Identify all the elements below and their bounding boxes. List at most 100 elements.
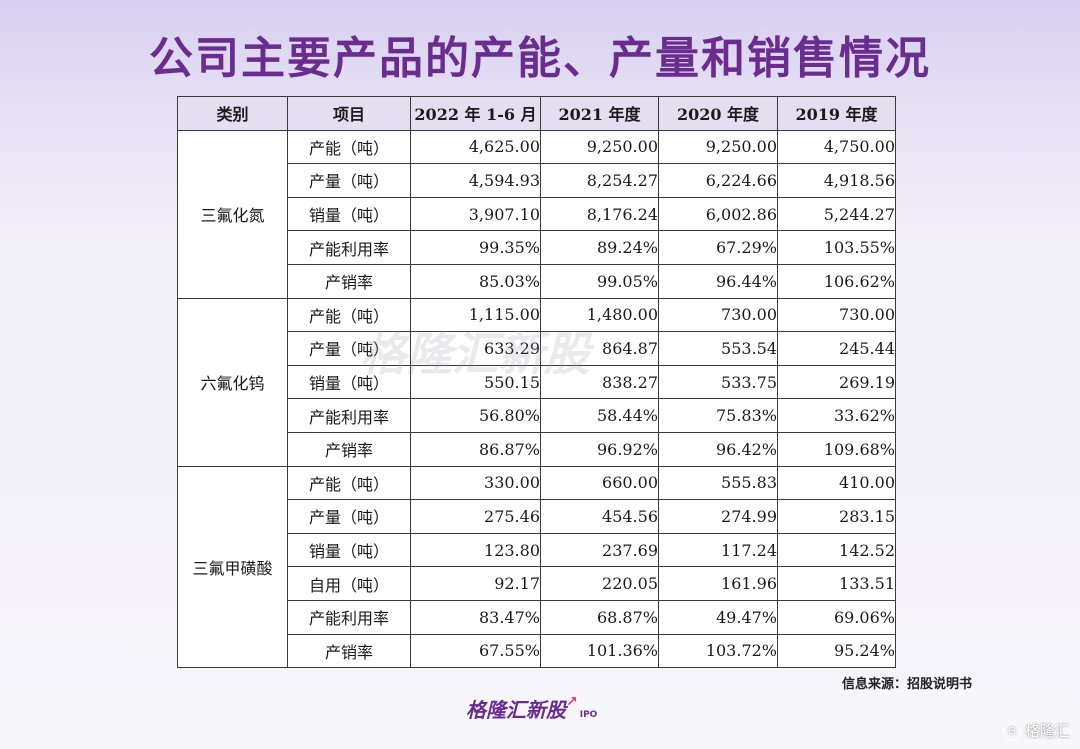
value-cell: 106.62% — [777, 263, 896, 299]
table-row: 销量（吨） 3,907.10 8,176.24 6,002.86 5,244.27 — [178, 196, 896, 232]
value-cell: 103.55% — [777, 230, 896, 265]
header-item: 项目 — [287, 96, 411, 131]
table-row: 自用（吨） 92.17 220.05 161.96 133.51 — [178, 566, 896, 601]
table-row: 产销率 85.03% 99.05% 96.44% 106.62% — [178, 263, 896, 299]
value-cell: 633.29 — [410, 331, 541, 366]
value-cell: 58.44% — [540, 398, 659, 433]
table-row: 产量（吨） 275.46 454.56 274.99 283.15 — [178, 499, 896, 534]
item-cell: 产能（吨） — [287, 129, 411, 165]
item-cell: 自用（吨） — [287, 566, 411, 601]
value-cell: 86.87% — [410, 431, 541, 467]
value-cell: 99.35% — [410, 230, 541, 265]
brand-logo: 格隆汇新股↗IPO — [466, 694, 597, 723]
value-cell: 85.03% — [410, 263, 541, 299]
value-cell: 9,250.00 — [540, 129, 659, 165]
value-cell: 5,244.27 — [777, 196, 896, 232]
header-2021: 2021 年度 — [540, 96, 659, 131]
item-cell: 产销率 — [287, 633, 411, 669]
value-cell: 33.62% — [777, 398, 896, 433]
value-cell: 103.72% — [658, 633, 778, 669]
value-cell: 4,625.00 — [410, 129, 541, 165]
value-cell: 454.56 — [540, 499, 659, 534]
value-cell: 4,918.56 — [777, 163, 896, 198]
table-row: 三氟甲磺酸 产能（吨） 330.00 660.00 555.83 410.00 — [177, 465, 896, 669]
header-2019: 2019 年度 — [777, 96, 896, 131]
value-cell: 660.00 — [540, 465, 659, 501]
value-cell: 864.87 — [540, 331, 659, 366]
table-row: 产量（吨） 633.29 864.87 553.54 245.44 — [178, 331, 896, 366]
value-cell: 4,750.00 — [777, 129, 896, 165]
item-cell: 产量（吨） — [287, 331, 411, 366]
item-cell: 产量（吨） — [287, 499, 411, 534]
table-row: 产能利用率 99.35% 89.24% 67.29% 103.55% — [178, 230, 896, 265]
table-row: 产销率 67.55% 101.36% 103.72% 95.24% — [178, 633, 896, 669]
table-body: 三氟化氮 产能（吨） 4,625.00 9,250.00 9,250.00 4,750.0… — [177, 129, 896, 669]
value-cell: 67.29% — [658, 230, 778, 265]
value-cell: 330.00 — [410, 465, 541, 501]
item-cell: 产能（吨） — [287, 297, 411, 333]
table-header-row: 类别 项目 2022 年 1-6 月 2021 年度 2020 年度 2019 … — [177, 96, 896, 131]
arrow-icon: ↗ — [566, 694, 578, 710]
table-row: 六氟化钨 产能（吨） 1,115.00 1,480.00 730.00 730.00 — [177, 297, 896, 467]
value-cell: 89.24% — [540, 230, 659, 265]
value-cell: 245.44 — [777, 331, 896, 366]
value-cell: 101.36% — [540, 633, 659, 669]
value-cell: 274.99 — [658, 499, 778, 534]
value-cell: 96.42% — [658, 431, 778, 467]
value-cell: 83.47% — [410, 599, 541, 635]
product-table: 类别 项目 2022 年 1-6 月 2021 年度 2020 年度 2019 … — [177, 96, 896, 669]
value-cell: 92.17 — [410, 566, 541, 601]
value-cell: 269.19 — [777, 364, 896, 400]
item-cell: 销量（吨） — [287, 364, 411, 400]
value-cell: 69.06% — [777, 599, 896, 635]
value-cell: 6,224.66 — [658, 163, 778, 198]
value-cell: 96.44% — [658, 263, 778, 299]
value-cell: 220.05 — [540, 566, 659, 601]
item-cell: 产能利用率 — [287, 398, 411, 433]
value-cell: 67.55% — [410, 633, 541, 669]
value-cell: 4,594.93 — [410, 163, 541, 198]
value-cell: 95.24% — [777, 633, 896, 669]
item-cell: 销量（吨） — [287, 196, 411, 232]
source-note: 信息来源：招股说明书 — [841, 677, 972, 692]
page-title: 公司主要产品的产能、产量和销售情况 — [149, 33, 931, 84]
value-cell: 553.54 — [658, 331, 778, 366]
item-cell: 产能利用率 — [287, 230, 411, 265]
category-cell: 六氟化钨 — [177, 297, 288, 467]
brand-logo-suffix: IPO — [579, 710, 598, 720]
value-cell: 99.05% — [540, 263, 659, 299]
table-row: 产量（吨） 4,594.93 8,254.27 6,224.66 4,918.56 — [178, 163, 896, 198]
header-2020: 2020 年度 — [658, 96, 778, 131]
corner-logo: G 格隆汇 — [1002, 720, 1070, 741]
item-cell: 产销率 — [287, 431, 411, 467]
value-cell: 49.47% — [658, 599, 778, 635]
corner-logo-text: 格隆汇 — [1024, 722, 1070, 740]
header-category: 类别 — [177, 96, 288, 131]
value-cell: 133.51 — [777, 566, 896, 601]
table-row: 三氟化氮 产能（吨） 4,625.00 9,250.00 9,250.00 4,750.0… — [177, 129, 896, 299]
value-cell: 237.69 — [540, 532, 659, 568]
value-cell: 75.83% — [658, 398, 778, 433]
value-cell: 1,480.00 — [540, 297, 659, 333]
item-cell: 销量（吨） — [287, 532, 411, 568]
table-row: 产能利用率 83.47% 68.87% 49.47% 69.06% — [178, 599, 896, 635]
category-cell: 三氟甲磺酸 — [177, 465, 288, 669]
value-cell: 8,254.27 — [540, 163, 659, 198]
value-cell: 96.92% — [540, 431, 659, 467]
value-cell: 123.80 — [410, 532, 541, 568]
value-cell: 6,002.86 — [658, 196, 778, 232]
value-cell: 555.83 — [658, 465, 778, 501]
gelonghui-icon: G — [1002, 722, 1021, 741]
value-cell: 3,907.10 — [410, 196, 541, 232]
value-cell: 9,250.00 — [658, 129, 778, 165]
value-cell: 1,115.00 — [410, 297, 541, 333]
value-cell: 550.15 — [410, 364, 541, 400]
value-cell: 109.68% — [777, 431, 896, 467]
item-cell: 产销率 — [287, 263, 411, 299]
header-2022h1: 2022 年 1-6 月 — [410, 96, 541, 131]
value-cell: 283.15 — [777, 499, 896, 534]
value-cell: 730.00 — [658, 297, 778, 333]
table-row: 销量（吨） 123.80 237.69 117.24 142.52 — [178, 532, 896, 568]
item-cell: 产能利用率 — [287, 599, 411, 635]
value-cell: 8,176.24 — [540, 196, 659, 232]
